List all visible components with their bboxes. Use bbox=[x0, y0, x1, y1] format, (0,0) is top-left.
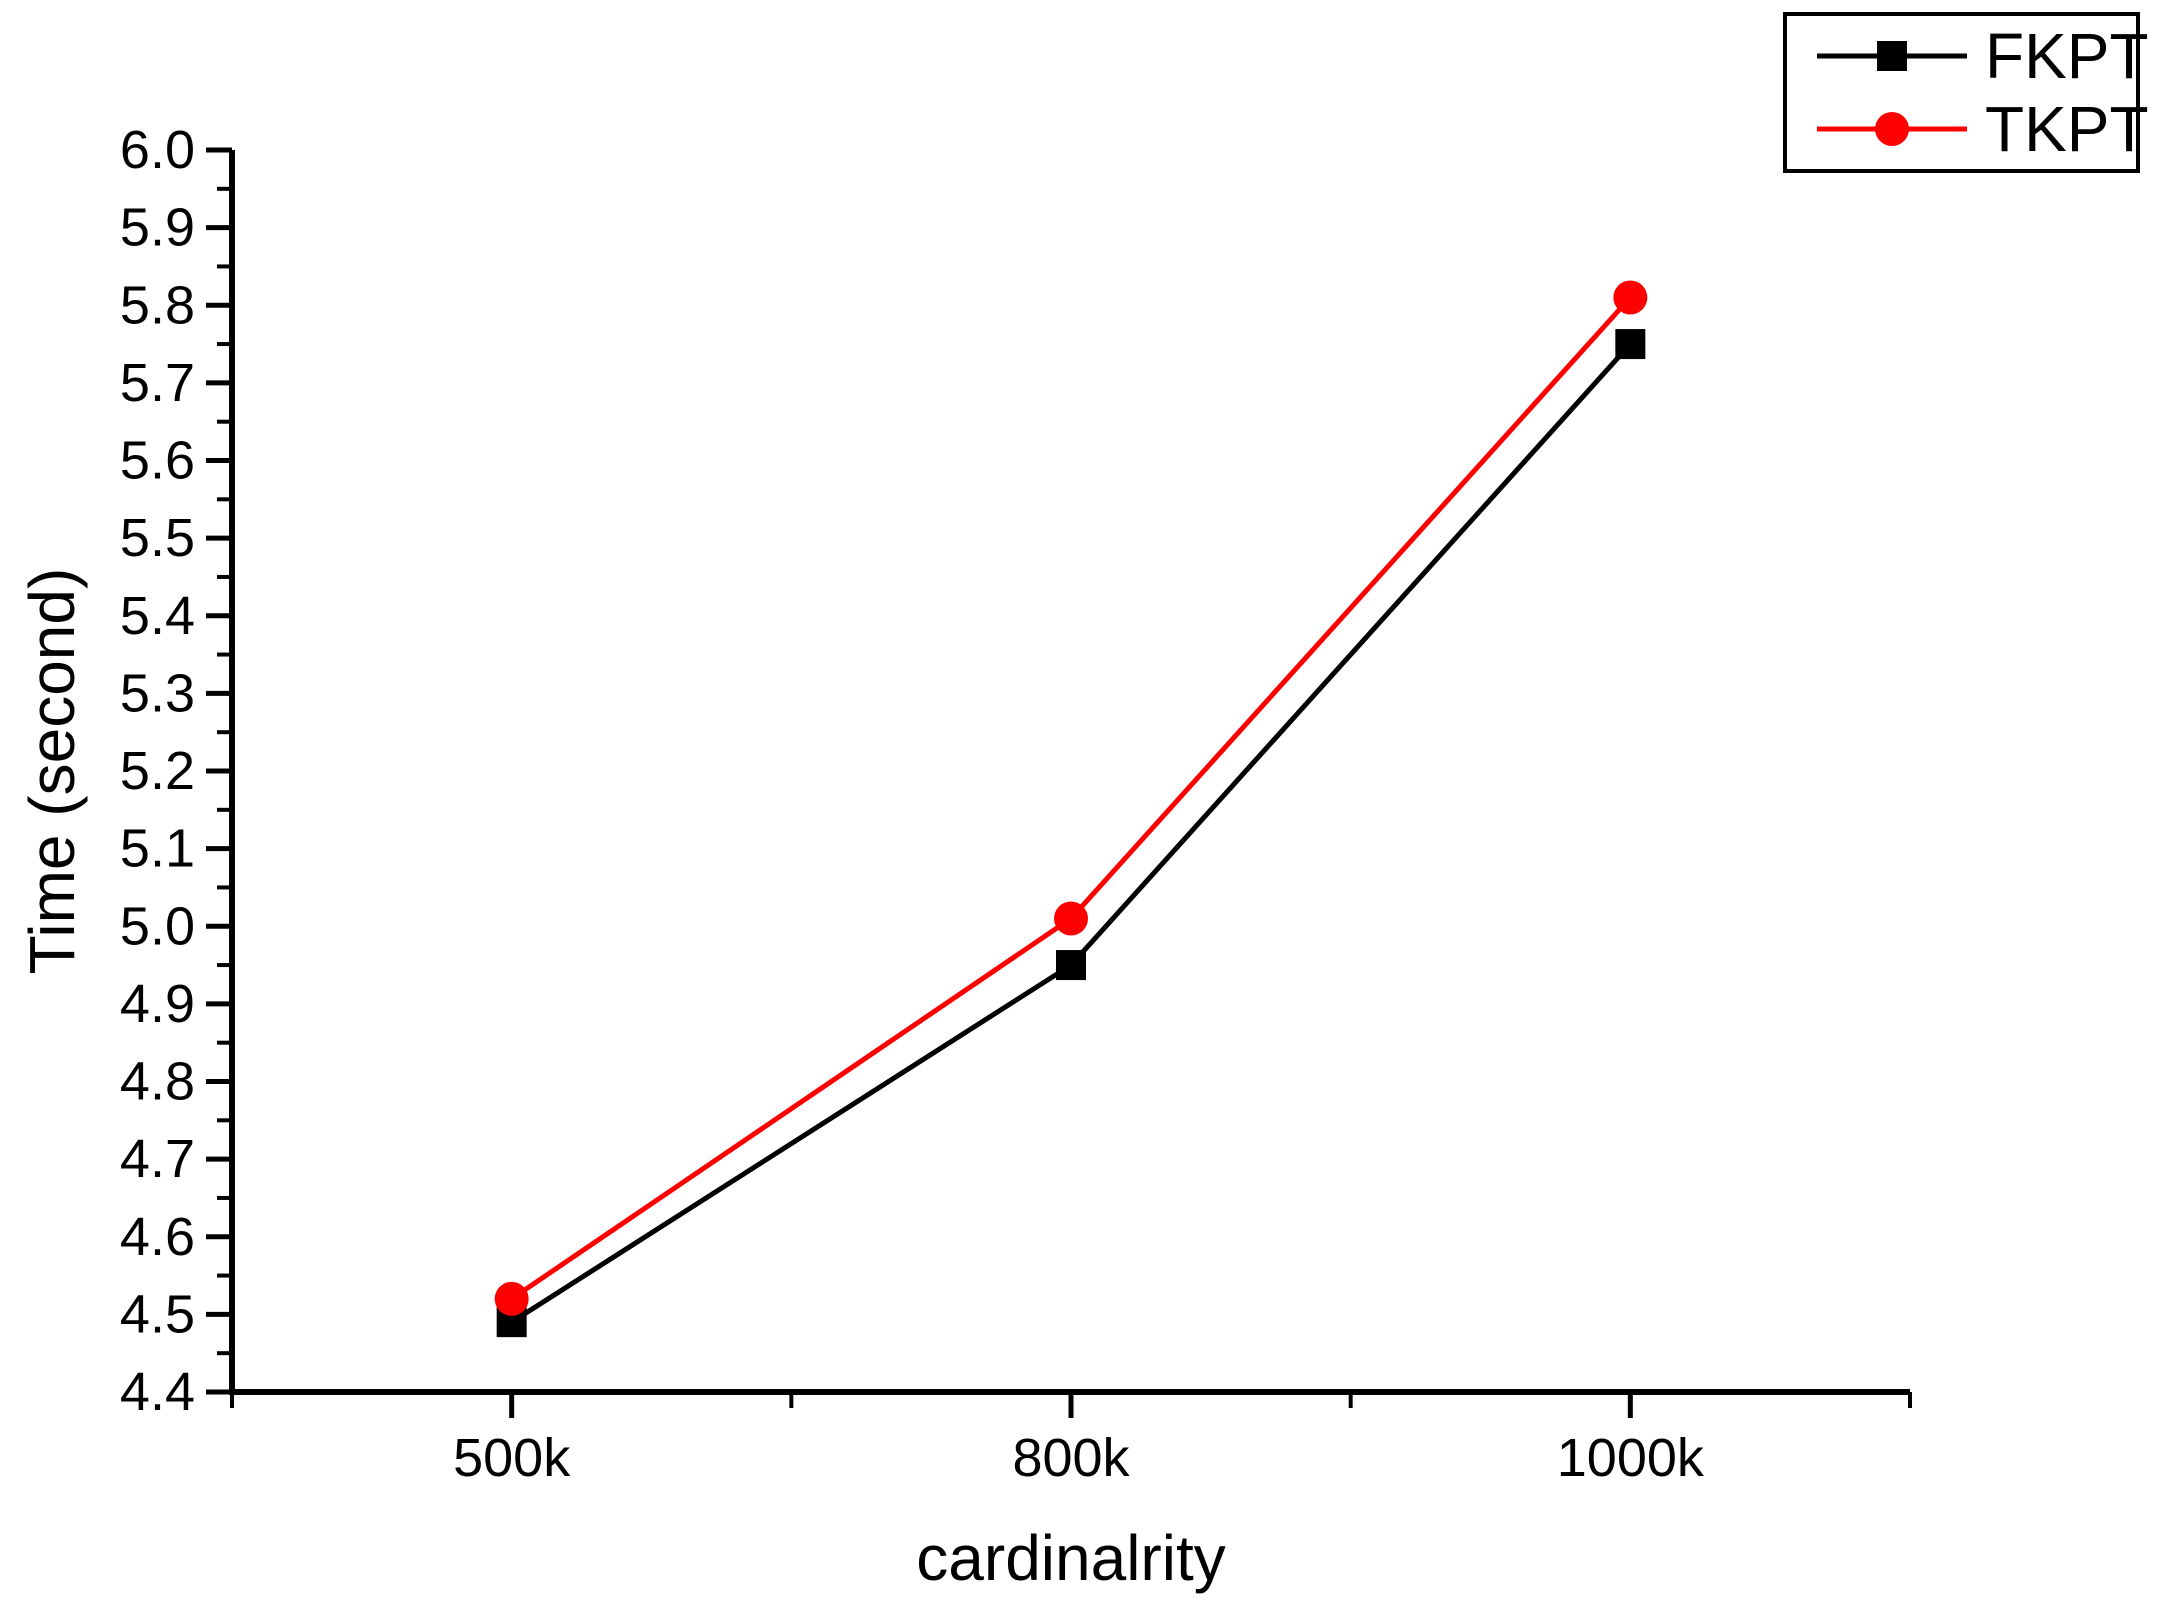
y-tick-label: 5.1 bbox=[120, 819, 195, 879]
y-tick-label: 5.6 bbox=[120, 431, 195, 491]
y-tick-label: 5.8 bbox=[120, 275, 195, 335]
y-tick-label: 4.9 bbox=[120, 974, 195, 1034]
y-axis-title: Time (second) bbox=[16, 567, 88, 975]
y-tick-label: 4.8 bbox=[120, 1052, 195, 1112]
legend-square-marker bbox=[1877, 41, 1907, 72]
fkpt-line-marker-sample bbox=[1817, 41, 1967, 72]
data-point-fkpt bbox=[1615, 329, 1646, 360]
data-point-fkpt bbox=[1056, 950, 1086, 981]
y-tick-label: 4.5 bbox=[120, 1284, 195, 1344]
data-point-tkpt bbox=[1054, 901, 1088, 936]
y-tick-label: 5.3 bbox=[120, 663, 195, 723]
data-point-tkpt bbox=[1613, 280, 1648, 315]
legend-item-fkpt: FKPT bbox=[1817, 24, 2149, 88]
y-tick-label: 6.0 bbox=[120, 120, 195, 180]
y-tick-label: 4.6 bbox=[120, 1207, 195, 1267]
x-tick-label: 500k bbox=[453, 1428, 571, 1488]
x-tick-label: 800k bbox=[1012, 1428, 1130, 1488]
legend-label-tkpt: TKPT bbox=[1985, 92, 2149, 165]
x-axis-title: cardinalrity bbox=[916, 1522, 1226, 1594]
y-tick-label: 5.9 bbox=[120, 198, 195, 258]
legend-label-fkpt: FKPT bbox=[1985, 20, 2149, 93]
series-line-fkpt bbox=[510, 342, 1633, 1325]
y-tick-label: 5.0 bbox=[120, 896, 195, 956]
y-tick-label: 4.7 bbox=[120, 1129, 195, 1189]
legend: FKPT TKPT bbox=[1783, 12, 2149, 173]
x-tick-label: 1000k bbox=[1557, 1428, 1705, 1488]
legend-item-tkpt: TKPT bbox=[1817, 97, 2149, 161]
legend-circle-marker bbox=[1875, 111, 1909, 146]
series-line-tkpt bbox=[510, 295, 1633, 1301]
y-tick-label: 5.2 bbox=[120, 741, 195, 801]
data-point-tkpt bbox=[494, 1281, 529, 1316]
y-tick-label: 5.5 bbox=[120, 508, 195, 568]
tkpt-line-marker-sample bbox=[1817, 111, 1967, 146]
y-tick-label: 4.4 bbox=[120, 1362, 195, 1422]
y-tick-label: 5.4 bbox=[120, 586, 195, 646]
y-tick-label: 5.7 bbox=[120, 353, 195, 413]
